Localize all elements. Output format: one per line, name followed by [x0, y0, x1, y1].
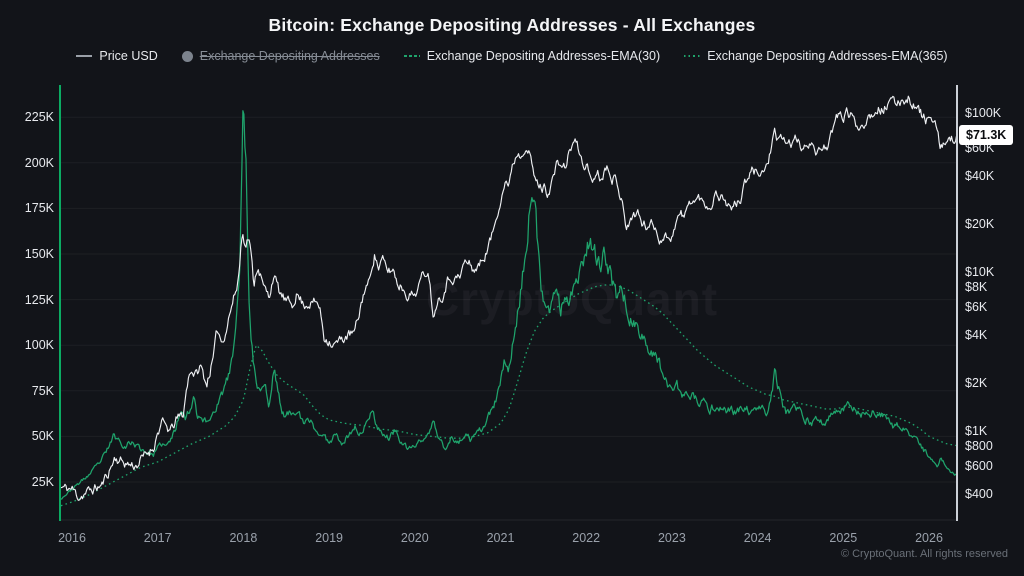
legend-item-ema30[interactable]: Exchange Depositing Addresses-EMA(30)	[403, 49, 661, 63]
price-line-icon	[76, 55, 93, 57]
legend-label: Exchange Depositing Addresses-EMA(30)	[426, 49, 661, 63]
ema30-dash-line-icon	[403, 55, 420, 57]
last-price-badge: $71.3K	[959, 125, 1014, 146]
chart-legend: Price USD Exchange Depositing Addresses …	[0, 49, 1024, 63]
ema365-line	[61, 284, 957, 507]
legend-label: Price USD	[99, 49, 158, 63]
chart-title: Bitcoin: Exchange Depositing Addresses -…	[268, 15, 756, 35]
left-axis-line	[59, 85, 61, 521]
price-line	[61, 95, 957, 501]
disabled-series-circle-icon	[181, 50, 193, 62]
legend-label: Exchange Depositing Addresses	[199, 49, 380, 63]
right-axis-line	[956, 85, 958, 521]
legend-item-price-usd[interactable]: Price USD	[76, 49, 158, 63]
legend-item-depositing-addresses[interactable]: Exchange Depositing Addresses	[181, 49, 380, 63]
copyright-text: © CryptoQuant. All rights reserved	[840, 548, 1008, 560]
legend-label: Exchange Depositing Addresses-EMA(365)	[707, 49, 948, 63]
ema30-line	[61, 110, 957, 500]
legend-item-ema365[interactable]: Exchange Depositing Addresses-EMA(365)	[684, 49, 948, 63]
ema365-dotted-line-icon	[684, 55, 701, 57]
